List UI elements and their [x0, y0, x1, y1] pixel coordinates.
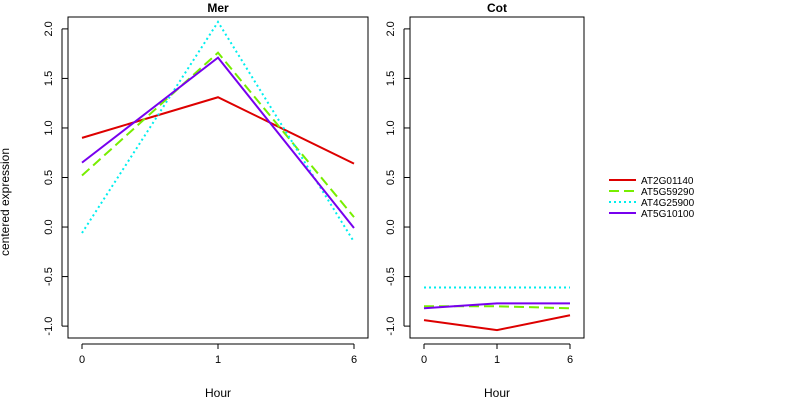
- x-tick-label: 6: [567, 354, 573, 366]
- x-tick-label: 6: [351, 354, 357, 366]
- x-axis-title: Hour: [484, 386, 510, 400]
- panels: Mer -1.0 -0.5 0.0 0.5 1.0 1.5 2.0 0 1 6 Hour Cot -1.0…: [43, 1, 585, 400]
- series-line-at5g10100: [423, 302, 570, 310]
- x-axis-title: Hour: [205, 386, 231, 400]
- y-tick-label: -0.5: [43, 267, 55, 286]
- y-tick-label: 0.5: [43, 170, 55, 185]
- y-tick-label: 2.0: [385, 21, 397, 36]
- legend-label: AT2G01140: [641, 176, 694, 187]
- panel-title: Cot: [487, 1, 507, 15]
- x-tick-label: 0: [79, 354, 85, 366]
- panel-cot: Cot -1.0 -0.5 0.0 0.5 1.0 1.5 2.0 0 1 6 Hour: [385, 1, 585, 400]
- legend-label: AT5G10100: [641, 209, 695, 220]
- series-line-at2g01140: [81, 96, 355, 165]
- series-line-at2g01140: [423, 314, 571, 332]
- y-tick-label: -1.0: [385, 317, 397, 336]
- y-tick-label: 1.5: [385, 71, 397, 86]
- y-tick-label: 1.5: [43, 71, 55, 86]
- series-line-at5g59290: [81, 51, 355, 218]
- y-tick-label: 2.0: [43, 21, 55, 36]
- legend-label: AT4G25900: [641, 198, 695, 209]
- y-tick-label: 1.0: [43, 120, 55, 135]
- y-tick-label: 0.0: [43, 219, 55, 234]
- panel-title: Mer: [207, 1, 229, 15]
- y-tick-label: -0.5: [385, 267, 397, 286]
- x-tick-label: 1: [494, 354, 500, 366]
- y-tick-label: 0.5: [385, 170, 397, 185]
- panel-mer: Mer -1.0 -0.5 0.0 0.5 1.0 1.5 2.0 0 1 6 Hour: [43, 1, 369, 400]
- x-tick-label: 0: [421, 354, 427, 366]
- plot-frame: [67, 16, 369, 339]
- plot-frame: [409, 16, 585, 339]
- series-line-at5g10100: [81, 56, 355, 229]
- y-axis-title: centered expression: [0, 148, 12, 256]
- y-tick-label: 0.0: [385, 219, 397, 234]
- y-tick-label: 1.0: [385, 120, 397, 135]
- legend-label: AT5G59290: [641, 187, 695, 198]
- series-line-at4g25900: [81, 20, 355, 243]
- y-tick-label: -1.0: [43, 317, 55, 336]
- x-tick-label: 1: [215, 354, 221, 366]
